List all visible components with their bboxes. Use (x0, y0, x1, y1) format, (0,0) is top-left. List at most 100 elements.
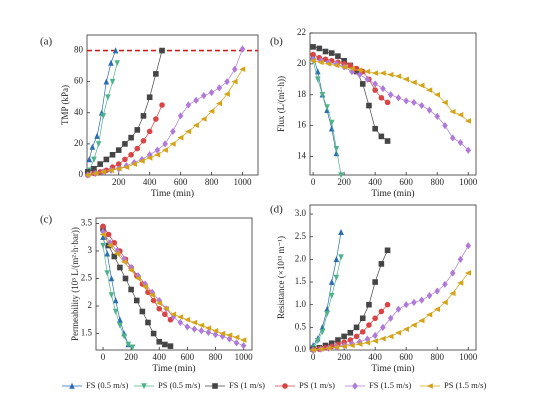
plot-frame (86, 34, 259, 176)
marker (328, 278, 335, 285)
marker (457, 280, 464, 286)
marker (426, 87, 433, 93)
marker (104, 250, 111, 257)
marker (111, 239, 118, 246)
series-line (312, 232, 342, 346)
marker (395, 73, 402, 80)
x-tick-label: 0 (311, 177, 316, 187)
marker (324, 310, 330, 318)
marker (155, 300, 163, 307)
marker (333, 62, 340, 69)
marker (103, 78, 110, 85)
marker (333, 274, 340, 281)
x-tick-label: 600 (174, 177, 188, 187)
marker (141, 383, 147, 390)
marker (364, 339, 371, 346)
marker (161, 147, 168, 153)
series-line (312, 56, 337, 154)
marker (457, 138, 464, 147)
marker (325, 61, 332, 67)
marker (185, 128, 192, 135)
marker (457, 255, 464, 263)
marker (162, 305, 170, 312)
marker (338, 228, 344, 235)
x-tick-label: 400 (152, 352, 166, 362)
y-tick-label: 18 (297, 89, 307, 99)
marker (449, 134, 456, 142)
marker (122, 141, 128, 147)
marker (91, 165, 97, 172)
marker (372, 125, 378, 132)
marker (426, 383, 433, 389)
marker (141, 283, 148, 290)
marker (138, 158, 145, 164)
marker (364, 75, 371, 83)
series-line (312, 257, 342, 348)
y-tick-label: 60 (74, 76, 84, 86)
marker (130, 161, 137, 167)
marker (162, 341, 168, 348)
marker (328, 125, 335, 132)
marker (324, 305, 330, 313)
y-axis-label: Flux (L/(m²·h)) (276, 76, 286, 132)
marker (177, 318, 184, 327)
x-tick-label: 200 (124, 352, 138, 362)
marker (333, 256, 340, 263)
marker (159, 102, 165, 108)
marker (140, 137, 147, 144)
marker (154, 151, 161, 158)
marker (240, 342, 247, 350)
marker (153, 116, 159, 122)
marker (127, 267, 134, 274)
marker (109, 78, 116, 85)
marker (384, 138, 391, 144)
marker (146, 155, 153, 161)
marker (177, 134, 184, 141)
y-tick-label: 3.5 (81, 218, 93, 228)
y-tick-label: 14 (297, 151, 307, 161)
marker (224, 78, 230, 86)
y-tick-label: 0 (79, 169, 84, 179)
marker (219, 330, 226, 337)
marker (340, 343, 347, 350)
marker (340, 64, 347, 70)
marker (92, 170, 99, 177)
plot-frame (309, 32, 477, 176)
marker (162, 140, 168, 148)
x-tick-label: 1000 (459, 352, 478, 362)
x-tick-label: 800 (205, 177, 219, 187)
marker (169, 311, 177, 318)
legend-label: PS (0.5 m/s) (158, 380, 200, 390)
marker (411, 98, 417, 107)
x-tick-label: 200 (112, 177, 126, 187)
marker (146, 151, 153, 159)
series-line (313, 58, 469, 151)
marker (108, 275, 115, 282)
marker (208, 88, 215, 97)
marker (371, 70, 378, 76)
marker (356, 71, 363, 79)
marker (111, 253, 118, 260)
marker (133, 297, 140, 304)
marker (97, 161, 103, 167)
marker (125, 341, 132, 348)
marker (465, 146, 472, 154)
marker (378, 95, 385, 101)
marker (231, 65, 238, 73)
y-tick-label: 1.5 (81, 328, 93, 338)
marker (146, 128, 153, 135)
marker (364, 335, 371, 343)
y-tick-label: 2.5 (295, 231, 307, 241)
marker (410, 322, 417, 328)
marker (95, 141, 102, 148)
y-tick-label: 16 (297, 120, 307, 130)
marker (108, 59, 114, 66)
x-tick-label: 600 (399, 177, 413, 187)
marker (314, 338, 321, 345)
marker (120, 259, 127, 265)
marker (372, 315, 378, 322)
marker (240, 337, 247, 343)
panel-label: (c) (40, 214, 53, 226)
marker (212, 331, 219, 339)
